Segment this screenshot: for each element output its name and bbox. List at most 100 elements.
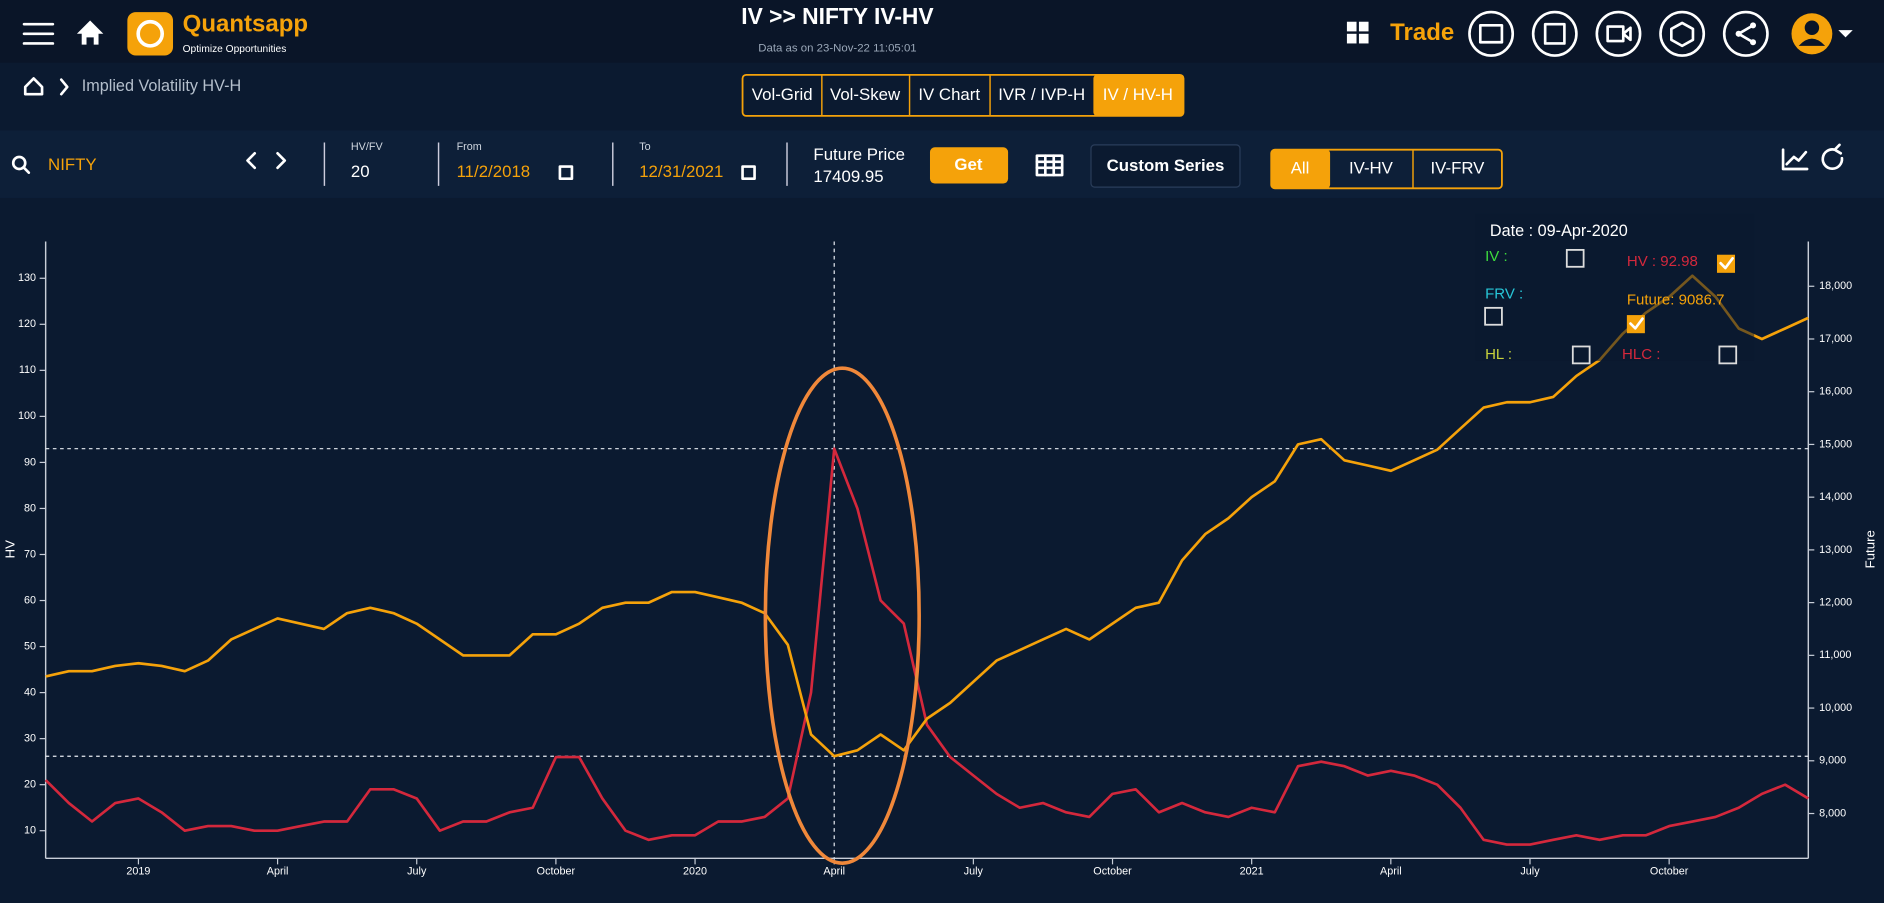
x-tick-label: 2020 [683, 865, 707, 877]
checkbox[interactable] [1718, 345, 1738, 365]
logo-mark [127, 12, 174, 56]
x-tick-label: October [1093, 865, 1132, 877]
y2-tick-label: 16,000 [1819, 386, 1852, 398]
custom-series-button[interactable] [1090, 144, 1241, 188]
x-tick-label: July [407, 865, 427, 877]
chart: 10 20 30 40 50 60 70 80 90 100 110 120 130 8,000 9,000… [2, 241, 1877, 877]
tooltip-iv: IV : [1485, 248, 1508, 265]
to-input[interactable]: 12/31/2021 [639, 162, 723, 181]
layout-button[interactable] [1531, 10, 1578, 57]
tab[interactable]: IV Chart [918, 85, 980, 104]
user-menu[interactable] [1791, 13, 1853, 55]
x-tick-label: October [537, 865, 576, 877]
y-tick-label: 20 [24, 779, 36, 791]
y2-tick-label: 13,000 [1819, 544, 1852, 556]
tooltip: Date : 09-Apr-2020 IV : HV : 92.98 FRV :… [1475, 213, 1755, 365]
future-label: Future Price [813, 145, 905, 164]
tab-dividers [821, 74, 991, 116]
filter[interactable]: All [1291, 158, 1310, 177]
y2-tick-label: 17,000 [1819, 333, 1852, 345]
symbol-input[interactable]: NIFTY [48, 155, 97, 174]
y-tick-label: 120 [18, 318, 36, 330]
from-label: From [457, 141, 482, 153]
hv-label: HV/FV [351, 141, 384, 153]
custom-series-label[interactable]: Custom Series [1107, 156, 1225, 175]
y2-tick-label: 10,000 [1819, 702, 1852, 714]
tooltip-future: Future: 9086.7 [1627, 292, 1725, 309]
checkbox[interactable] [1484, 306, 1503, 326]
x-tick-label: 2019 [126, 865, 150, 877]
y-tick-label: 130 [18, 272, 36, 284]
filter[interactable]: IV-FRV [1431, 158, 1486, 177]
refresh-button[interactable] [1821, 143, 1844, 171]
future-value: 17409.95 [813, 167, 883, 186]
checkbox-checked[interactable] [1626, 315, 1645, 334]
symbol-nav[interactable] [246, 151, 287, 170]
y-axis-title: HV [2, 540, 17, 559]
hv-input[interactable]: 20 [351, 162, 370, 181]
trade-link[interactable]: Trade [1390, 19, 1454, 46]
checkbox-checked[interactable] [1716, 254, 1736, 273]
video-button[interactable] [1595, 10, 1642, 57]
get-label[interactable]: Get [954, 155, 982, 174]
highlight-ellipse [763, 366, 921, 865]
breadcrumb-separator [59, 78, 69, 96]
y2-tick-label: 14,000 [1819, 491, 1852, 503]
x-tick-label: July [1520, 865, 1540, 877]
y-tick-label: 80 [24, 502, 36, 514]
tab[interactable]: Vol-Skew [830, 85, 901, 104]
logo-glyph [136, 19, 165, 48]
search-icon [11, 155, 31, 174]
y-tick-label: 70 [24, 548, 36, 560]
x-tick-label: April [1380, 865, 1402, 877]
logo-tagline: Optimize Opportunities [183, 44, 287, 55]
y2-tick-label: 8,000 [1819, 807, 1846, 819]
y-tick-label: 30 [24, 732, 36, 744]
y-tick-label: 10 [24, 825, 36, 837]
breadcrumb-home[interactable] [23, 77, 44, 96]
y-tick-label: 60 [24, 594, 36, 606]
y-tick-label: 40 [24, 686, 36, 698]
from-input[interactable]: 11/2/2018 [457, 162, 531, 181]
breadcrumb: Implied Volatility HV-H [82, 77, 241, 95]
y2-tick-label: 12,000 [1819, 596, 1852, 608]
tooltip-hv: HV : 92.98 [1627, 253, 1698, 270]
y-tick-label: 90 [24, 456, 36, 468]
checkbox[interactable] [1571, 345, 1591, 365]
y-tick-label: 100 [18, 410, 36, 422]
get-button[interactable] [929, 147, 1009, 184]
tab[interactable]: IV / HV-H [1103, 85, 1173, 104]
tab[interactable]: Vol-Grid [752, 85, 813, 104]
x-tick-label: April [823, 865, 845, 877]
logo-text: Quantsapp [183, 11, 308, 38]
apps-icon[interactable] [1346, 21, 1369, 44]
page-subtitle: Data as on 23-Nov-22 11:05:01 [758, 42, 916, 54]
tooltip-date: Date : 09-Apr-2020 [1490, 222, 1628, 240]
top-bar [0, 0, 1884, 63]
series-line [45, 274, 1809, 758]
share-button[interactable] [1722, 10, 1769, 57]
chart-type-button[interactable] [1781, 148, 1809, 171]
box-button[interactable] [1659, 10, 1706, 57]
menu-button[interactable] [22, 22, 55, 45]
x-tick-label: October [1650, 865, 1689, 877]
filter-active-bg [1271, 149, 1331, 189]
y2-axis-title: Future [1862, 530, 1877, 568]
tooltip-frv: FRV : [1485, 286, 1523, 303]
tooltip-bg [1475, 213, 1755, 361]
calendar-icon[interactable] [558, 165, 574, 180]
filter[interactable]: IV-HV [1349, 158, 1394, 177]
y2-tick-label: 9,000 [1819, 755, 1846, 767]
tab[interactable]: IVR / IVP-H [998, 85, 1085, 104]
calendar-icon[interactable] [741, 165, 756, 180]
y2-tick-label: 18,000 [1819, 280, 1852, 292]
separators [323, 142, 788, 186]
x-tick-label: April [267, 865, 289, 877]
table-icon[interactable] [1035, 154, 1064, 177]
checkbox[interactable] [1565, 248, 1585, 268]
home-icon[interactable] [76, 20, 104, 45]
tooltip-hl: HL : [1485, 346, 1512, 363]
folder-button[interactable] [1468, 10, 1515, 57]
